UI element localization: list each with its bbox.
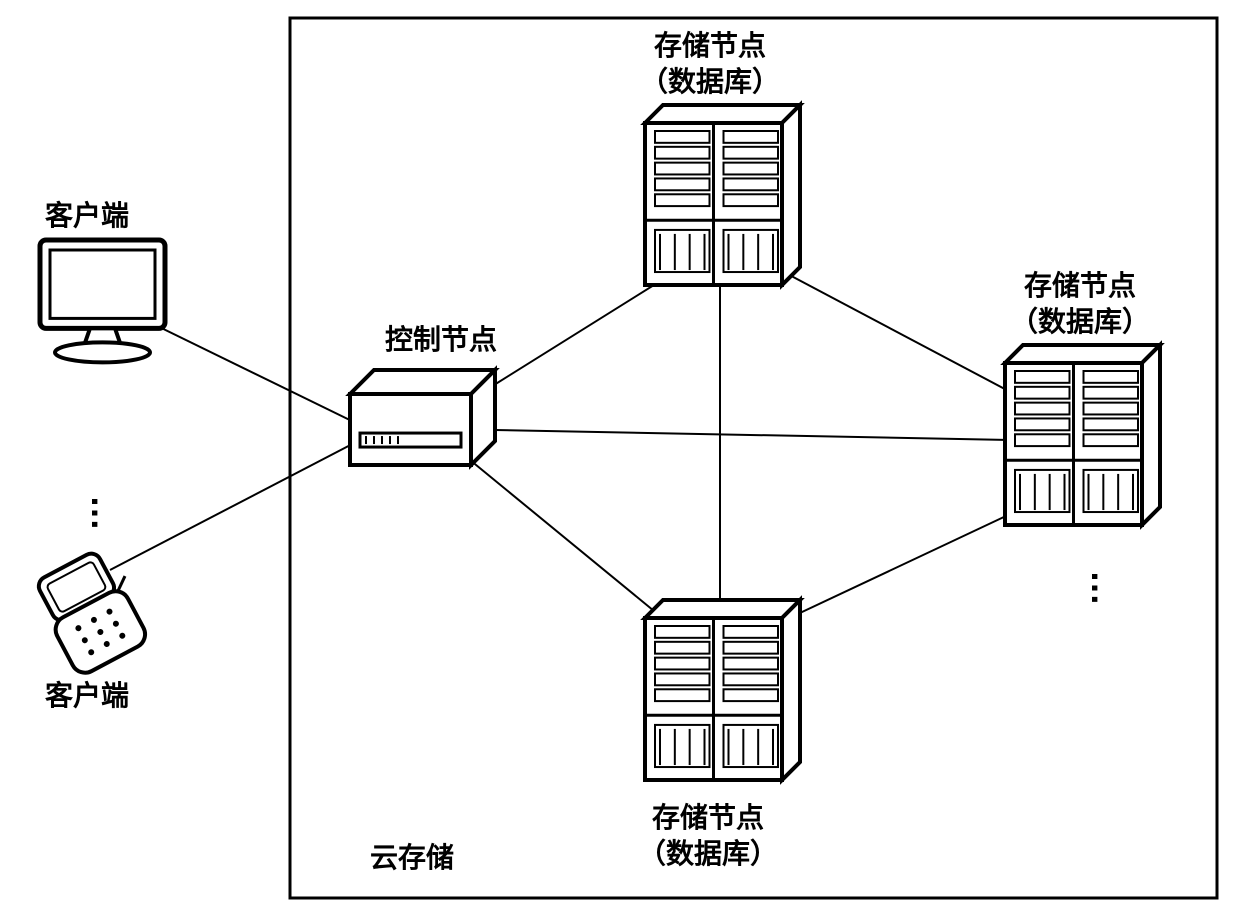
cloud-box-label: 云存储 [370,840,454,876]
storage-bottom-label: 存储节点 （数据库） [638,800,778,873]
storage-top-label: 存储节点 （数据库） [640,28,780,101]
client-bottom-label: 客户端 [45,678,129,714]
control-node-label: 控制节点 [385,322,497,358]
client-top-label: 客户端 [45,198,129,234]
ellipsis-left: … [80,495,127,531]
diagram-canvas [0,0,1240,910]
ellipsis-right: … [1080,570,1127,606]
storage-right-label: 存储节点 （数据库） [1010,268,1150,341]
